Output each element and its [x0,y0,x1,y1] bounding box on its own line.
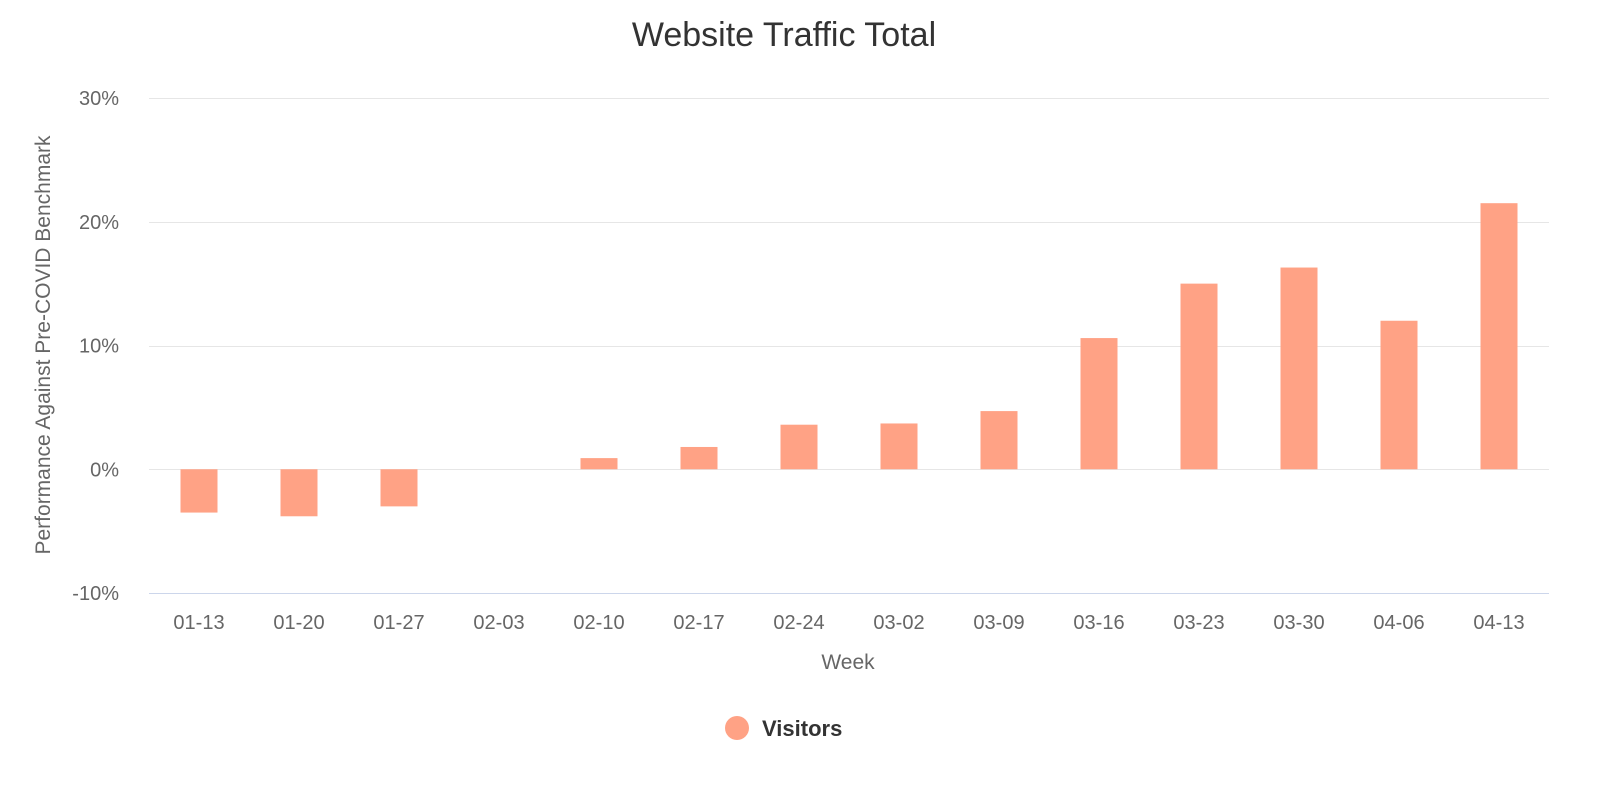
legend-label-visitors[interactable]: Visitors [762,716,842,741]
x-tick-label: 03-23 [1173,612,1224,634]
x-tick-label: 01-13 [173,612,224,634]
bar-04-06[interactable] [1380,320,1418,470]
bar-02-17[interactable] [680,446,718,470]
x-tick-label: 02-10 [573,612,624,634]
bar-03-23[interactable] [1180,283,1218,470]
bar-series [180,203,1518,517]
x-tick-label: 04-13 [1473,612,1524,634]
y-axis-title: Performance Against Pre-COVID Benchmark [32,135,55,554]
y-tick-label: 30% [79,88,119,110]
y-tick-label: 20% [79,212,119,234]
x-tick-label: 03-02 [873,612,924,634]
bar-03-02[interactable] [880,423,918,470]
x-axis-title: Week [821,651,875,674]
x-tick-label: 03-16 [1073,612,1124,634]
chart-title: Website Traffic Total [632,16,936,54]
bar-02-24[interactable] [780,424,818,470]
x-tick-label: 02-03 [473,612,524,634]
bar-03-16[interactable] [1080,338,1118,470]
y-axis-tick-labels: -10% 0% 10% 20% 30% [72,88,119,605]
bar-03-30[interactable] [1280,267,1318,470]
bar-01-20[interactable] [280,469,318,517]
x-tick-label: 03-30 [1273,612,1324,634]
bar-01-27[interactable] [380,469,418,507]
bar-03-09[interactable] [980,411,1018,470]
x-tick-label: 01-27 [373,612,424,634]
bar-02-10[interactable] [580,458,618,470]
y-tick-label: 10% [79,336,119,358]
x-tick-label: 01-20 [273,612,324,634]
y-tick-label: 0% [90,459,119,481]
y-tick-label: -10% [72,583,119,605]
bar-04-13[interactable] [1480,203,1518,470]
legend-marker-visitors[interactable] [725,716,749,740]
bar-01-13[interactable] [180,469,218,513]
grid-layer [149,98,1549,594]
x-tick-label: 04-06 [1373,612,1424,634]
x-tick-label: 02-17 [673,612,724,634]
x-tick-label: 03-09 [973,612,1024,634]
x-axis-tick-labels: 01-13 01-20 01-27 02-03 02-10 02-17 02-24 03-02… [173,612,1524,634]
legend[interactable]: Visitors [725,716,842,741]
x-tick-label: 02-24 [773,612,824,634]
